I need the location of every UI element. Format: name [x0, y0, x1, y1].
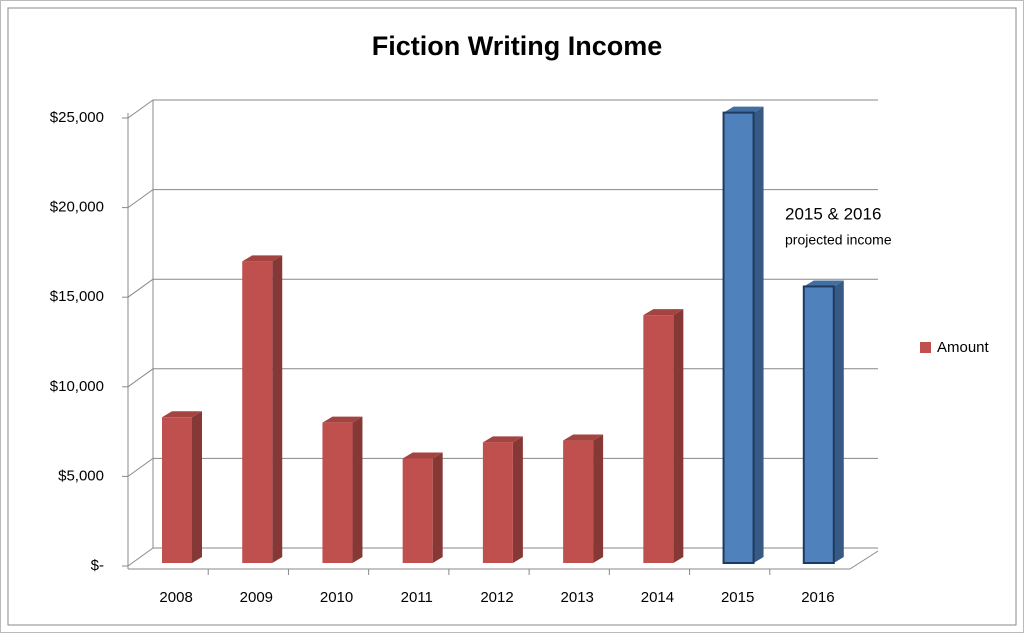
bar — [643, 315, 674, 563]
bar-side — [512, 436, 523, 563]
grid-line — [127, 278, 154, 298]
legend-label: Amount — [937, 339, 990, 356]
bar-top — [723, 106, 764, 113]
y-tick-label: $25,000 — [50, 109, 104, 126]
grid-line — [127, 368, 154, 388]
y-tick-label: $15,000 — [50, 288, 104, 305]
bar-top — [803, 280, 844, 287]
y-tick-label: $10,000 — [50, 378, 104, 395]
bar-top — [643, 309, 684, 316]
x-tick-label: 2012 — [480, 589, 513, 606]
bar-top — [402, 452, 443, 459]
bar-side — [272, 255, 283, 564]
bar-top — [322, 416, 363, 423]
bar-side — [192, 411, 202, 563]
bar — [482, 442, 513, 563]
grid-line — [127, 99, 154, 119]
bar-top — [482, 436, 523, 443]
bar-side — [352, 416, 363, 563]
bar — [322, 422, 353, 563]
grid-line — [127, 189, 154, 209]
bar-side — [432, 452, 443, 563]
bar — [162, 417, 192, 563]
x-tick-label: 2016 — [801, 589, 834, 606]
bar-top — [563, 434, 604, 441]
grid-line — [127, 547, 154, 567]
bar-top — [162, 411, 202, 418]
x-tick-label: 2011 — [401, 589, 433, 606]
x-tick-label: 2008 — [159, 589, 192, 606]
grid-line — [127, 457, 154, 477]
floor-line — [849, 550, 879, 570]
y-tick-label: $- — [91, 557, 104, 574]
x-tick-label: 2010 — [320, 589, 353, 606]
bar-side — [753, 106, 764, 564]
annotation-title: 2015 & 2016 — [785, 204, 881, 223]
bar — [563, 440, 594, 563]
chart-title: Fiction Writing Income — [372, 31, 663, 61]
bar-top — [242, 255, 283, 262]
bar-side — [673, 309, 684, 563]
legend-swatch — [920, 342, 931, 353]
x-tick-label: 2014 — [641, 589, 674, 606]
y-tick-label: $5,000 — [58, 467, 104, 484]
y-tick-label: $20,000 — [50, 199, 104, 216]
bar — [402, 458, 433, 563]
x-tick-label: 2015 — [721, 589, 754, 606]
bar-side — [833, 280, 844, 563]
x-tick-label: 2013 — [561, 589, 594, 606]
bar — [802, 285, 835, 564]
bar — [242, 261, 273, 563]
x-tick-label: 2009 — [240, 589, 273, 606]
annotation-subtitle: projected income — [785, 232, 892, 248]
bar — [722, 111, 755, 565]
bar-side — [593, 434, 604, 563]
